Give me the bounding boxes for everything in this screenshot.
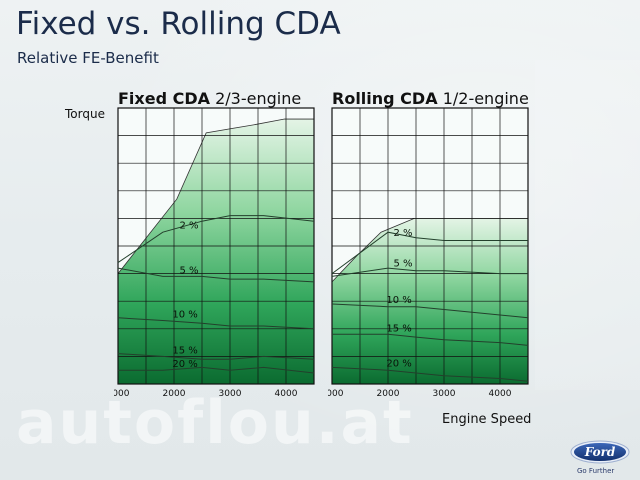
contour-line: [331, 303, 529, 319]
x-tick-label: 3000: [433, 389, 456, 399]
contour-label: 10 %: [386, 295, 411, 306]
slide-title: Fixed vs. Rolling CDA: [16, 6, 341, 42]
rolling-cda-chart: 2 % 5 % 10 % 15 % 20 % 1000 2000 3000 4000: [328, 107, 529, 399]
watermark-text: autoflou.at: [16, 388, 414, 458]
svg-text:Ford: Ford: [584, 445, 616, 459]
contour-label: 5 %: [180, 265, 199, 276]
contour-line: [117, 317, 315, 330]
rolling-cda-panel-title: Rolling CDA 1/2-engine: [332, 89, 529, 108]
rolling-cda-title-bold: Rolling CDA: [332, 89, 438, 108]
x-tick-label: 1000: [328, 389, 344, 399]
fixed-cda-title-bold: Fixed CDA: [118, 89, 211, 108]
torque-axis-label: Torque: [65, 107, 105, 121]
x-tick-label: 2000: [377, 389, 400, 399]
contour-line: [331, 366, 529, 382]
engine-speed-axis-label: Engine Speed: [442, 412, 532, 427]
contour-line: [331, 267, 528, 277]
contour-label: 5 %: [394, 258, 413, 269]
x-tick-label: 4000: [489, 389, 512, 399]
fixed-cda-panel-title: Fixed CDA 2/3-engine: [118, 89, 301, 108]
x-tick-label: 4000: [275, 389, 298, 399]
contour-label: 20 %: [172, 359, 197, 370]
contour-label: 20 %: [386, 359, 411, 370]
brand-tagline: Go Further: [577, 467, 615, 475]
x-tick-label: 1000: [114, 389, 130, 399]
slide-subtitle: Relative FE-Benefit: [17, 49, 159, 67]
torque-envelope: [117, 118, 314, 274]
contour-line: [332, 333, 529, 346]
plot-frame: [117, 107, 315, 385]
contour-line: [117, 353, 315, 360]
contour-label: 15 %: [172, 345, 197, 356]
contour-line: [118, 366, 315, 374]
contour-label: 15 %: [386, 323, 411, 334]
contour-label: 10 %: [172, 309, 197, 320]
contour-line: [331, 231, 528, 275]
fixed-cda-chart: 2 % 5 % 10 % 15 % 20 % 1000 2000 3000 4000: [114, 107, 315, 399]
fixed-cda-title-rest: 2/3-engine: [215, 89, 302, 108]
rolling-cda-title-rest: 1/2-engine: [442, 89, 529, 108]
x-tick-label: 3000: [219, 389, 242, 399]
plot-frame: [331, 107, 529, 385]
benefit-area: [118, 119, 314, 384]
contour-line: [117, 267, 315, 283]
ford-logo-icon: Ford: [570, 440, 630, 464]
contour-label: 2 %: [394, 228, 413, 239]
contour-line: [117, 215, 315, 264]
x-tick-label: 2000: [163, 389, 186, 399]
contour-label: 2 %: [180, 221, 199, 232]
